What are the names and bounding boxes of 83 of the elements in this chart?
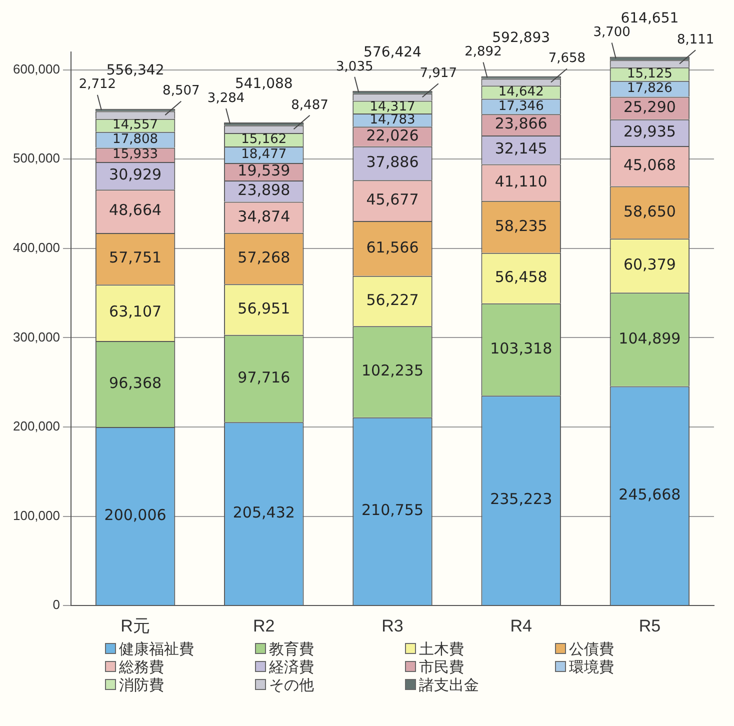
- x-tick-label: R5: [638, 616, 661, 636]
- data-label: 23,898: [238, 181, 290, 200]
- data-label: 34,874: [238, 207, 290, 226]
- data-label: 14,557: [112, 118, 158, 133]
- legend-label: 教育費: [268, 640, 315, 658]
- data-label: 60,379: [623, 256, 676, 274]
- legend-label: 総務費: [118, 658, 165, 676]
- data-label: 7,917: [420, 66, 457, 81]
- data-label: 29,935: [623, 122, 676, 141]
- total-label: 556,342: [106, 62, 164, 78]
- data-label: 8,111: [676, 32, 714, 48]
- data-label: 32,145: [494, 140, 548, 158]
- x-tick-label: R2: [253, 616, 275, 636]
- data-label: 22,026: [366, 126, 419, 144]
- data-label: 61,566: [366, 238, 419, 256]
- data-label: 17,346: [498, 98, 544, 114]
- x-tick-label: R3: [382, 616, 404, 636]
- legend-label: 市民費: [418, 658, 465, 676]
- data-label: 30,929: [109, 166, 162, 184]
- data-label: 57,268: [238, 248, 290, 266]
- legend-label: 環境費: [568, 658, 615, 676]
- data-label: 3,284: [207, 90, 245, 106]
- data-label: 235,223: [490, 490, 552, 508]
- y-tick-label: 400,000: [12, 240, 60, 256]
- data-label: 102,235: [361, 362, 424, 380]
- data-label: 56,458: [494, 268, 548, 286]
- data-label: 2,712: [78, 77, 116, 92]
- y-tick-label: 200,000: [12, 418, 60, 434]
- data-label: 37,886: [366, 153, 419, 172]
- y-tick-label: 100,000: [12, 508, 60, 523]
- data-label: 18,477: [241, 147, 287, 162]
- data-label: 245,668: [618, 486, 681, 504]
- legend-label: 土木費: [418, 640, 465, 658]
- data-label: 2,892: [464, 44, 502, 60]
- legend-label: その他: [268, 676, 315, 694]
- data-label: 103,318: [490, 339, 552, 358]
- data-label: 58,650: [623, 202, 676, 220]
- data-label: 63,107: [109, 302, 162, 321]
- data-label: 8,507: [162, 84, 200, 99]
- data-label: 56,951: [238, 299, 290, 318]
- data-label: 96,368: [109, 374, 162, 392]
- data-label: 15,125: [626, 66, 672, 82]
- total-label: 541,088: [234, 76, 293, 92]
- legend-label: 諸支出金: [418, 676, 480, 694]
- data-label: 14,642: [498, 84, 544, 100]
- data-label: 104,899: [618, 329, 681, 348]
- y-tick-label: 0: [52, 597, 60, 612]
- legend-label: 公債費: [568, 640, 615, 658]
- data-label: 7,658: [548, 51, 586, 66]
- data-label: 48,664: [109, 201, 162, 220]
- data-label: 14,317: [370, 99, 416, 114]
- data-label: 17,826: [626, 81, 672, 96]
- data-label: 58,235: [494, 216, 548, 235]
- data-label: 15,162: [241, 132, 287, 148]
- total-label: 576,424: [364, 44, 422, 61]
- data-label: 23,866: [494, 114, 548, 133]
- data-label: 200,006: [104, 506, 166, 524]
- data-label: 45,677: [366, 190, 419, 208]
- data-label: 8,487: [291, 98, 328, 113]
- data-label: 57,751: [109, 248, 162, 267]
- data-label: 56,227: [366, 290, 419, 309]
- x-tick-label: R元: [120, 616, 150, 636]
- data-label: 25,290: [623, 98, 676, 116]
- y-tick-label: 500,000: [12, 150, 60, 166]
- data-label: 14,783: [370, 112, 416, 128]
- data-label: 3,035: [336, 59, 374, 74]
- legend-label: 経済費: [268, 658, 315, 676]
- data-label: 3,700: [593, 25, 630, 40]
- data-label: 17,808: [112, 132, 158, 148]
- legend-label: 健康福祉費: [118, 640, 195, 658]
- data-label: 210,755: [361, 501, 424, 520]
- data-label: 205,432: [232, 504, 295, 522]
- y-tick-label: 300,000: [12, 329, 60, 344]
- total-label: 592,893: [492, 30, 550, 46]
- legend-label: 消防費: [118, 676, 165, 694]
- x-tick-label: R4: [510, 616, 532, 636]
- total-label: 614,651: [620, 10, 679, 26]
- data-label: 41,110: [494, 172, 548, 190]
- data-label: 45,068: [623, 156, 676, 174]
- data-label: 19,539: [238, 162, 290, 180]
- data-label: 15,933: [112, 147, 158, 162]
- data-label: 97,716: [238, 368, 290, 386]
- y-tick-label: 600,000: [12, 61, 60, 76]
